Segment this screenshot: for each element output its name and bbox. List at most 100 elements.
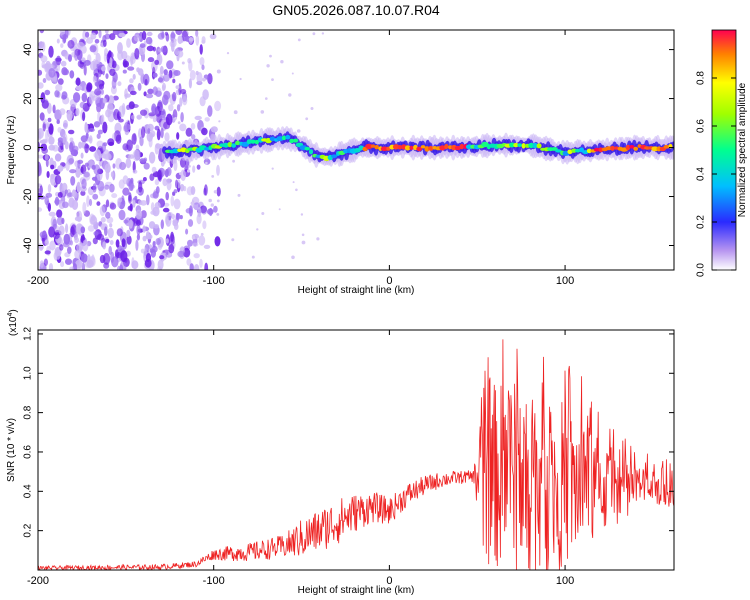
noise-speckle — [167, 212, 173, 217]
noise-speckle — [75, 166, 81, 178]
noise-speckle — [69, 70, 75, 79]
noise-speckle — [68, 129, 75, 135]
noise-speckle — [50, 173, 55, 180]
noise-speckle — [73, 92, 81, 103]
noise-speckle — [39, 195, 45, 200]
y-tick-label: 1.0 — [23, 366, 34, 380]
noise-speckle — [71, 199, 79, 210]
noise-speckle — [162, 178, 168, 187]
noise-speckle — [129, 203, 133, 212]
noise-speckle — [151, 245, 158, 253]
ridge-core — [392, 144, 400, 150]
noise-speckle — [190, 123, 196, 130]
colorbar-ticks: 0.0 0.2 0.4 0.6 0.8 — [696, 71, 736, 277]
noise-speckle — [251, 255, 255, 259]
noise-speckle — [91, 176, 98, 181]
noise-speckle — [44, 239, 49, 246]
noise-speckle — [154, 202, 161, 209]
noise-speckle — [38, 82, 44, 89]
ridge-core — [651, 146, 659, 152]
noise-speckle — [111, 77, 117, 89]
noise-speckle — [47, 117, 52, 123]
noise-speckle — [43, 258, 49, 266]
noise-speckle — [110, 171, 114, 178]
noise-speckle — [87, 225, 95, 232]
colorbar-tick-label: 0.8 — [696, 71, 707, 85]
noise-speckle — [41, 41, 46, 52]
noise-speckle — [83, 170, 91, 181]
noise-speckle — [185, 228, 189, 235]
noise-speckle — [149, 173, 155, 181]
noise-speckle — [46, 171, 50, 178]
noise-speckle — [45, 192, 53, 198]
noise-speckle — [63, 233, 71, 245]
noise-speckle — [57, 126, 62, 133]
noise-speckle — [291, 72, 294, 75]
noise-speckle — [82, 201, 87, 214]
noise-speckle — [74, 237, 79, 244]
noise-speckle — [151, 166, 157, 173]
noise-speckle — [118, 105, 126, 118]
noise-speckle — [316, 237, 320, 241]
ridge-core — [292, 138, 299, 143]
noise-speckle — [134, 195, 138, 201]
noise-speckle — [146, 31, 153, 37]
noise-speckle — [52, 218, 58, 230]
spectrogram-heatmap — [38, 30, 674, 270]
noise-speckle — [292, 181, 295, 184]
noise-speckle — [63, 33, 67, 44]
noise-speckle — [67, 39, 75, 49]
ridge-core — [629, 145, 635, 149]
noise-speckle — [175, 85, 180, 89]
ridge-core — [444, 143, 449, 150]
ridge-core — [231, 143, 237, 148]
noise-speckle — [139, 136, 144, 147]
noise-speckle — [77, 41, 85, 49]
noise-speckle — [165, 191, 169, 201]
noise-speckle — [45, 129, 49, 142]
noise-speckle — [159, 255, 165, 260]
noise-speckle — [117, 81, 122, 87]
noise-speckle — [39, 260, 44, 268]
noise-speckle — [96, 201, 101, 206]
noise-speckle — [38, 69, 43, 76]
noise-speckle — [97, 129, 103, 135]
noise-speckle — [123, 122, 130, 133]
noise-speckle — [280, 60, 284, 64]
noise-speckle — [135, 219, 141, 226]
ridge-core — [593, 147, 601, 152]
noise-speckle — [190, 201, 194, 205]
noise-speckle — [154, 59, 160, 65]
ridge-core — [575, 148, 581, 153]
noise-speckle — [168, 244, 175, 254]
noise-speckle — [102, 121, 108, 134]
noise-speckle — [180, 88, 187, 95]
noise-speckle — [92, 75, 97, 83]
noise-speckle — [68, 158, 75, 164]
noise-speckle — [128, 179, 134, 191]
noise-speckle — [49, 240, 56, 251]
noise-speckle — [199, 44, 203, 55]
noise-speckle — [192, 242, 199, 247]
noise-speckle — [125, 157, 132, 169]
noise-speckle — [216, 199, 220, 203]
noise-speckle — [102, 39, 107, 47]
noise-speckle — [182, 96, 188, 106]
noise-speckle — [84, 122, 88, 133]
spectrogram-frame — [37, 29, 675, 271]
noise-speckle — [301, 233, 305, 237]
noise-speckle — [216, 164, 220, 176]
noise-speckle — [48, 263, 54, 270]
noise-speckle — [164, 169, 169, 178]
noise-speckle — [109, 183, 115, 193]
noise-speckle — [196, 164, 201, 170]
ridge-core — [308, 149, 314, 155]
snr-x-label: Height of straight line (km) — [298, 585, 415, 596]
noise-speckle — [271, 78, 274, 81]
noise-speckle — [83, 59, 91, 66]
noise-speckle — [256, 228, 259, 231]
noise-speckle — [165, 238, 169, 244]
noise-speckle — [41, 147, 48, 154]
ridge-core — [571, 148, 577, 153]
noise-speckle — [99, 83, 104, 90]
